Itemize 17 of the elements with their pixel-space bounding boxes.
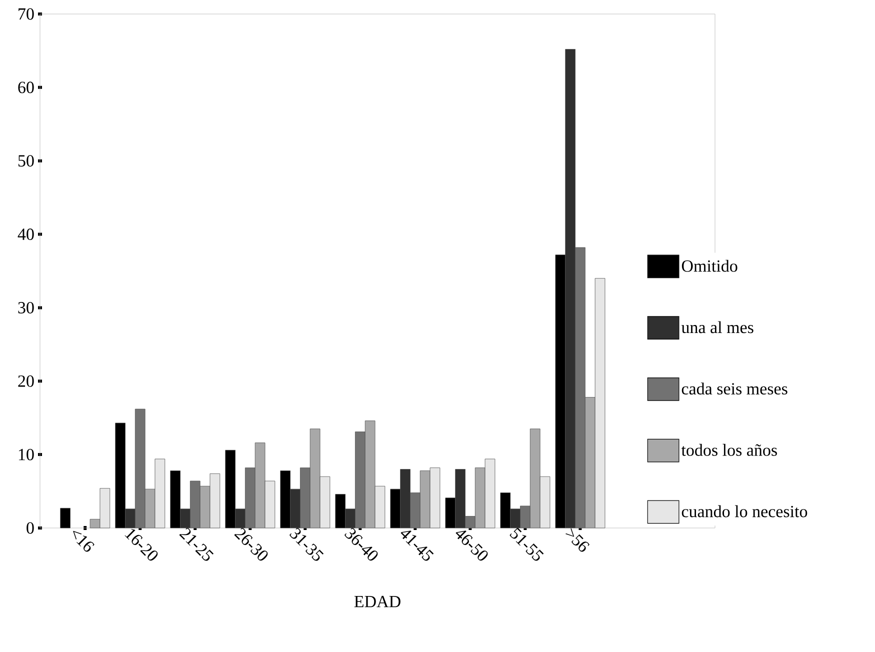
y-tick-label: 20 xyxy=(18,375,34,387)
y-tick-label: 40 xyxy=(18,228,34,240)
legend-label: cuando lo necesito xyxy=(682,505,808,518)
legend-label: todos los años xyxy=(681,444,777,456)
y-tick-label: 0 xyxy=(26,522,34,534)
x-axis-title: EDAD xyxy=(354,596,400,608)
legend-label: cada seis meses xyxy=(682,382,788,395)
x-tick-label: >56 xyxy=(565,528,590,552)
x-tick-label: <16 xyxy=(73,530,94,552)
bar xyxy=(60,508,70,528)
y-tick-label: 30 xyxy=(18,302,34,314)
legend-label: una al mes xyxy=(681,321,754,334)
legend-label: Omitido xyxy=(682,260,738,272)
y-tick-label: 50 xyxy=(18,155,34,167)
y-tick-label: 70 xyxy=(18,8,34,20)
y-tick-label: 10 xyxy=(18,448,34,460)
y-tick-label: 60 xyxy=(18,82,34,94)
